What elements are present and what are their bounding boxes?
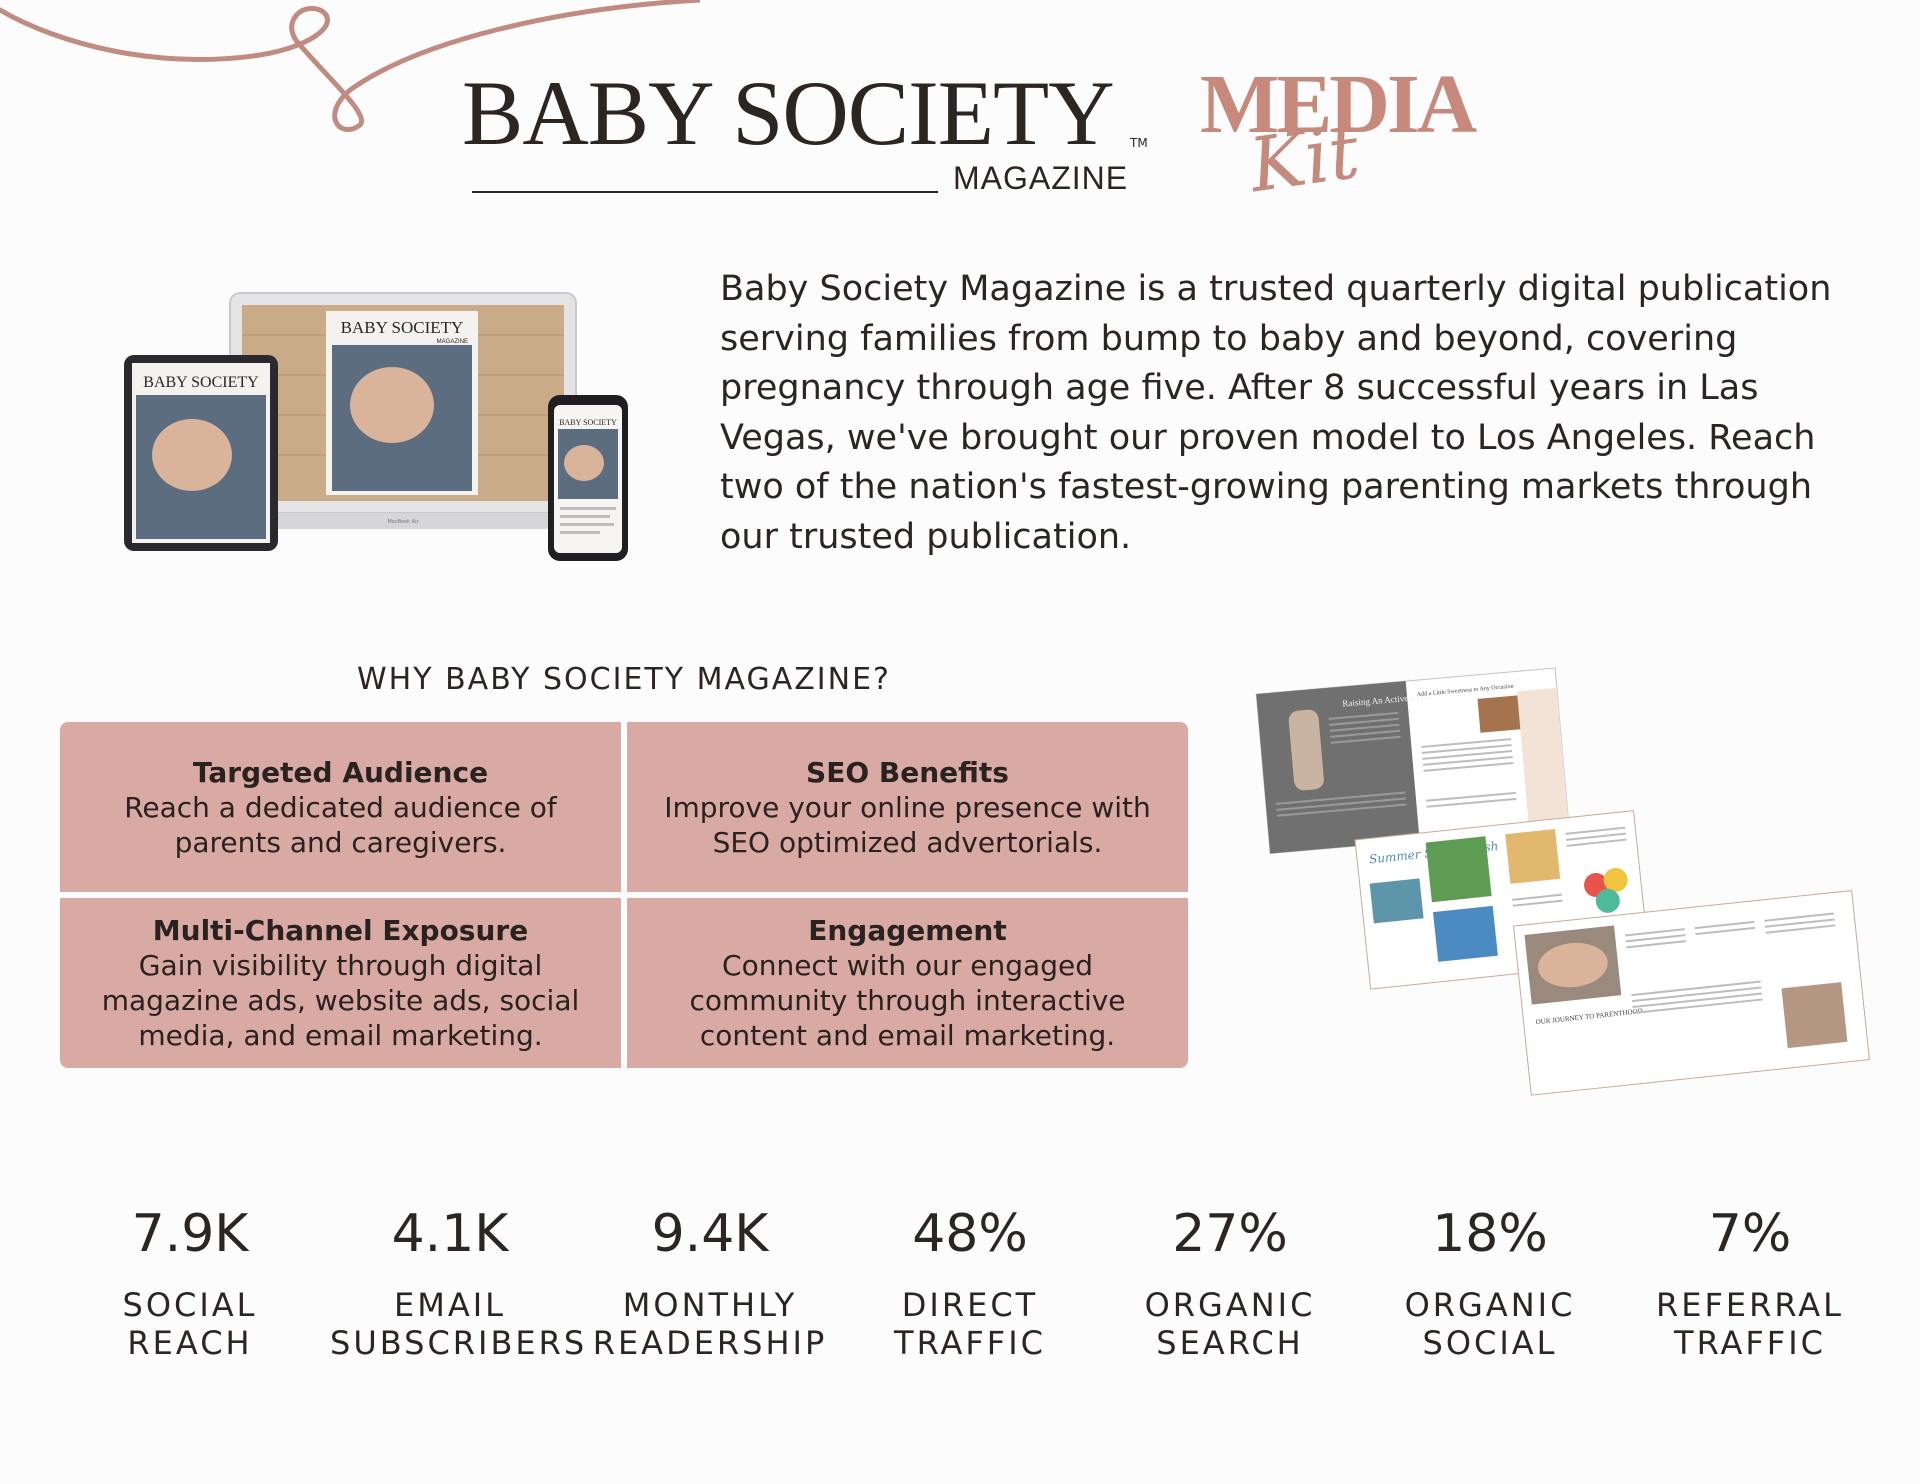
benefit-desc: Connect with our engaged community throu… [689,949,1126,1052]
stat-value: 4.1K [391,1204,509,1264]
benefit-title: Engagement [808,914,1007,947]
why-heading: WHY BABY SOCIETY MAGAZINE? [357,662,891,697]
media-kit-kit: Kit [1244,108,1365,210]
stat-label: REFERRAL TRAFFIC [1656,1286,1844,1362]
tablet-cover-title: BABY SOCIETY [143,374,259,391]
benefit-desc: Reach a dedicated audience of parents an… [124,790,557,859]
benefits-grid: Targeted Audience Reach a dedicated audi… [60,722,1188,1068]
stat-label: DIRECT TRAFFIC [894,1286,1046,1362]
benefit-multi-channel: Multi-Channel Exposure Gain visibility t… [60,898,621,1068]
stat-label: EMAIL SUBSCRIBERS [330,1286,588,1362]
brand-title: BABY SOCIETY [462,62,1115,164]
stat-label: SOCIAL REACH [122,1286,258,1362]
brand-subtitle: MAGAZINE [953,160,1129,196]
phone-cover-title: BABY SOCIETY [559,418,617,427]
magazine-spreads-image: Raising An Active Child Add a Little Swe… [1255,667,1870,1096]
stat-label: MONTHLY READERSHIP [592,1286,828,1362]
stat-value: 27% [1172,1204,1288,1264]
stat-email-subscribers: 4.1K EMAIL SUBSCRIBERS [330,1200,588,1362]
device-mockups-image: BABY SOCIETY MAGAZINE MacBook Air BABY S… [124,292,628,561]
stat-value: 7.9K [131,1204,249,1264]
stat-value: 48% [912,1204,1028,1264]
brand-underline [472,191,938,193]
stat-label: ORGANIC SEARCH [1144,1286,1316,1362]
benefit-desc: Gain visibility through digital magazine… [101,949,580,1052]
benefit-title: Multi-Channel Exposure [152,914,529,947]
stat-direct-traffic: 48% DIRECT TRAFFIC [850,1200,1090,1362]
laptop-cover-sub: MAGAZINE [437,339,468,345]
stat-social-reach: 7.9K SOCIAL REACH [70,1200,310,1362]
stat-organic-search: 27% ORGANIC SEARCH [1110,1200,1350,1362]
stat-value: 9.4K [651,1204,769,1264]
benefit-targeted-audience: Targeted Audience Reach a dedicated audi… [60,722,621,892]
media-kit-media: MEDIA [1200,58,1477,151]
intro-paragraph: Baby Society Magazine is a trusted quart… [720,269,1832,557]
stat-referral-traffic: 7% REFERRAL TRAFFIC [1630,1200,1870,1362]
stat-monthly-readership: 9.4K MONTHLY READERSHIP [590,1200,830,1362]
stat-organic-social: 18% ORGANIC SOCIAL [1370,1200,1610,1362]
stat-value: 18% [1432,1204,1548,1264]
benefit-title: SEO Benefits [806,755,1009,789]
benefit-title: Targeted Audience [192,755,489,789]
stats-row: 7.9K SOCIAL REACH 4.1K EMAIL SUBSCRIBERS 9… [70,1200,1870,1362]
trademark-mark: TM [1130,136,1148,150]
benefit-desc: Improve your online presence with SEO op… [664,790,1151,859]
benefit-seo: SEO Benefits Improve your online presenc… [627,722,1188,892]
laptop-cover-title: BABY SOCIETY [341,318,464,337]
benefit-engagement: Engagement Connect with our engaged comm… [627,898,1188,1068]
laptop-label: MacBook Air [387,519,419,525]
stat-value: 7% [1708,1204,1792,1264]
decorative-swirl [0,0,700,132]
stat-label: ORGANIC SOCIAL [1404,1286,1576,1362]
